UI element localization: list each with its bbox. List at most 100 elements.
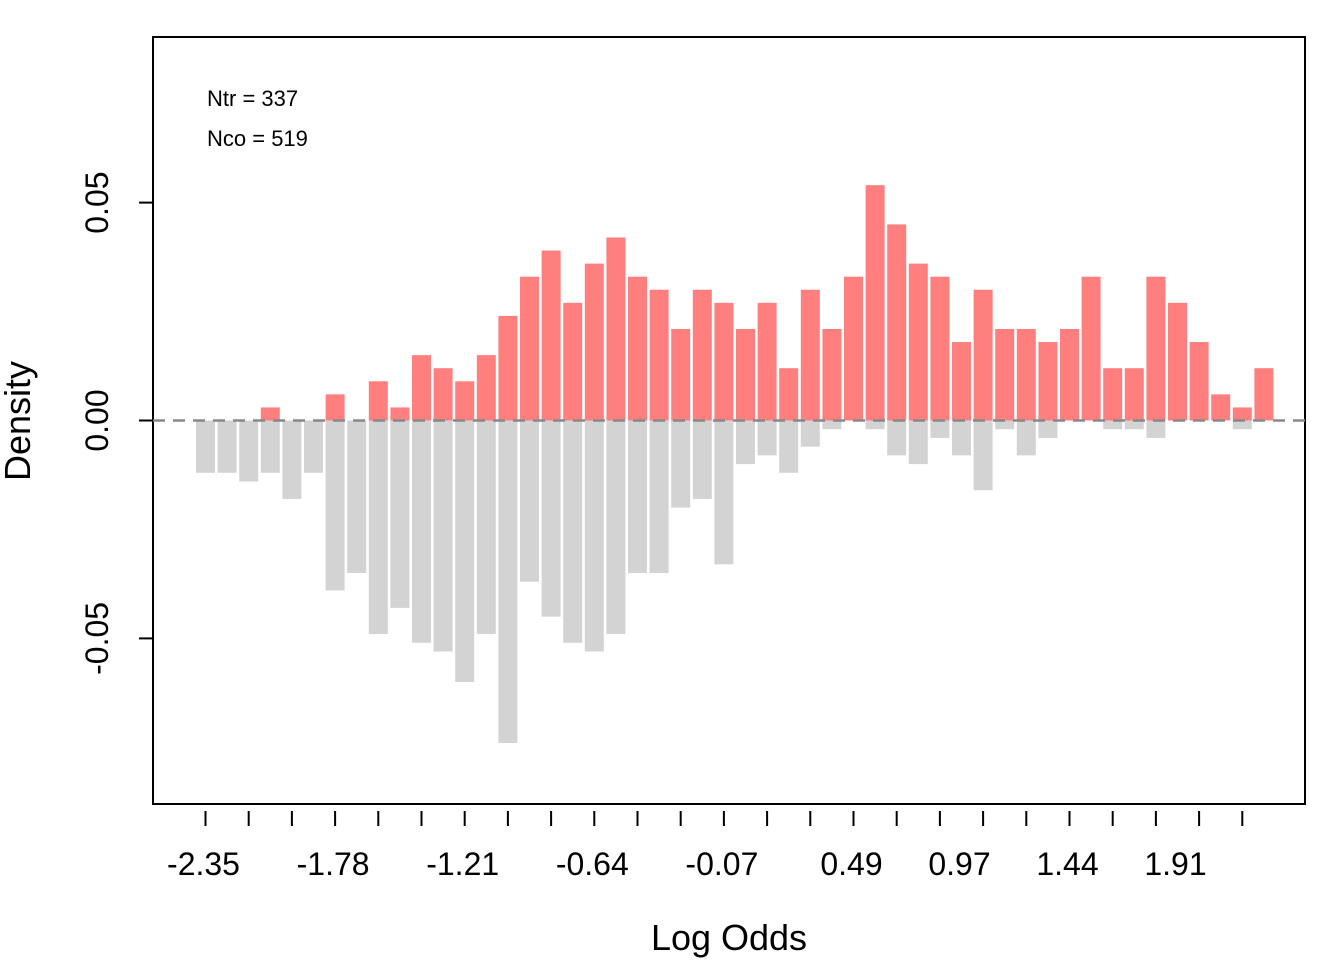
control-bar-27 <box>779 420 799 473</box>
x-tick-label-1: -1.78 <box>297 846 370 882</box>
treated-bar-24 <box>714 302 734 421</box>
control-bar-31 <box>865 420 885 430</box>
x-tick-label-7: 1.44 <box>1036 846 1098 882</box>
control-bar-9 <box>390 420 410 608</box>
control-bar-16 <box>541 420 561 617</box>
treated-bar-26 <box>757 302 777 421</box>
treated-bar-21 <box>649 289 669 421</box>
x-tick-label-5: 0.49 <box>820 846 882 882</box>
control-bar-26 <box>757 420 777 456</box>
control-bar-13 <box>476 420 496 635</box>
y-tick-label-1: 0.00 <box>79 389 115 451</box>
control-bar-32 <box>887 420 907 456</box>
treated-bar-31 <box>865 185 885 421</box>
control-bar-12 <box>455 420 475 682</box>
control-bar-44 <box>1146 420 1166 438</box>
control-bar-5 <box>304 420 323 473</box>
x-tick-label-0: -2.35 <box>167 846 240 882</box>
control-bar-34 <box>930 420 950 438</box>
control-bar-6 <box>325 420 345 591</box>
x-tick-label-4: -0.07 <box>685 846 758 882</box>
treated-bar-34 <box>930 276 950 421</box>
y-axis: -0.05 0.00 0.05 <box>79 171 153 675</box>
control-bar-35 <box>952 420 971 456</box>
treated-bar-37 <box>995 328 1015 421</box>
treated-bar-17 <box>563 302 583 421</box>
control-bar-15 <box>520 420 539 582</box>
control-bar-1 <box>217 420 237 473</box>
control-bar-3 <box>260 420 280 473</box>
y-tick-label-0: -0.05 <box>79 602 115 675</box>
control-bar-28 <box>800 420 820 447</box>
treated-bar-42 <box>1103 368 1123 421</box>
control-bar-36 <box>973 420 993 491</box>
treated-bar-28 <box>800 289 820 421</box>
control-bar-11 <box>433 420 453 652</box>
treated-bar-12 <box>455 381 475 421</box>
treated-bar-35 <box>952 342 971 421</box>
control-bar-0 <box>196 420 215 473</box>
control-bar-22 <box>671 420 691 508</box>
treated-bar-47 <box>1211 394 1231 421</box>
x-axis: -2.35 -1.78 -1.21 -0.64 -0.07 0.49 0.97 1.44 1.9… <box>167 811 1244 882</box>
control-bar-8 <box>368 420 388 635</box>
treated-bar-19 <box>606 237 626 421</box>
y-tick-label-2: 0.05 <box>79 171 115 233</box>
control-bar-39 <box>1038 420 1058 438</box>
control-bar-14 <box>498 420 518 743</box>
treated-bar-9 <box>390 407 410 421</box>
y-axis-label: Density <box>0 361 38 481</box>
treated-bar-8 <box>368 381 388 421</box>
control-bars <box>196 420 1252 743</box>
treated-bar-3 <box>260 407 280 421</box>
treated-bar-14 <box>498 315 518 421</box>
x-tick-label-2: -1.21 <box>426 846 499 882</box>
control-bar-18 <box>584 420 604 652</box>
treated-bar-15 <box>520 276 539 421</box>
treated-bar-16 <box>541 250 561 421</box>
control-bar-37 <box>995 420 1015 430</box>
control-bar-43 <box>1124 420 1144 430</box>
treated-bar-49 <box>1254 368 1274 421</box>
treated-bar-27 <box>779 368 799 421</box>
treated-bar-29 <box>822 328 842 421</box>
treated-bar-39 <box>1038 342 1058 421</box>
annotation-ntr: Ntr = 337 <box>207 86 298 111</box>
control-bar-7 <box>347 420 367 574</box>
control-bar-29 <box>822 420 842 430</box>
treated-bar-6 <box>325 394 345 421</box>
treated-bar-40 <box>1060 328 1079 421</box>
control-bar-4 <box>282 420 302 499</box>
x-tick-label-6: 0.97 <box>928 846 990 882</box>
treated-bar-43 <box>1124 368 1144 421</box>
treated-bar-22 <box>671 328 691 421</box>
control-bar-38 <box>1016 420 1036 456</box>
control-bar-17 <box>563 420 583 643</box>
treated-bar-13 <box>476 355 496 421</box>
annotation-nco: Nco = 519 <box>207 126 308 151</box>
x-axis-label: Log Odds <box>651 917 807 958</box>
treated-bar-25 <box>736 328 755 421</box>
treated-bar-41 <box>1081 276 1101 421</box>
x-tick-label-8: 1.91 <box>1144 846 1206 882</box>
treated-bar-46 <box>1189 342 1209 421</box>
control-bar-2 <box>239 420 259 482</box>
control-bar-42 <box>1103 420 1123 430</box>
control-bar-48 <box>1232 420 1252 430</box>
treated-bars <box>260 185 1274 421</box>
control-bar-19 <box>606 420 626 635</box>
treated-bar-36 <box>973 289 993 421</box>
treated-bar-33 <box>908 263 928 421</box>
control-bar-20 <box>628 420 647 574</box>
control-bar-21 <box>649 420 669 574</box>
treated-bar-11 <box>433 368 453 421</box>
treated-bar-30 <box>844 276 863 421</box>
control-bar-25 <box>736 420 755 465</box>
control-bar-23 <box>692 420 712 499</box>
treated-bar-45 <box>1168 302 1187 421</box>
x-tick-label-3: -0.64 <box>556 846 629 882</box>
treated-bar-23 <box>692 289 712 421</box>
treated-bar-18 <box>584 263 604 421</box>
treated-bar-10 <box>412 355 431 421</box>
